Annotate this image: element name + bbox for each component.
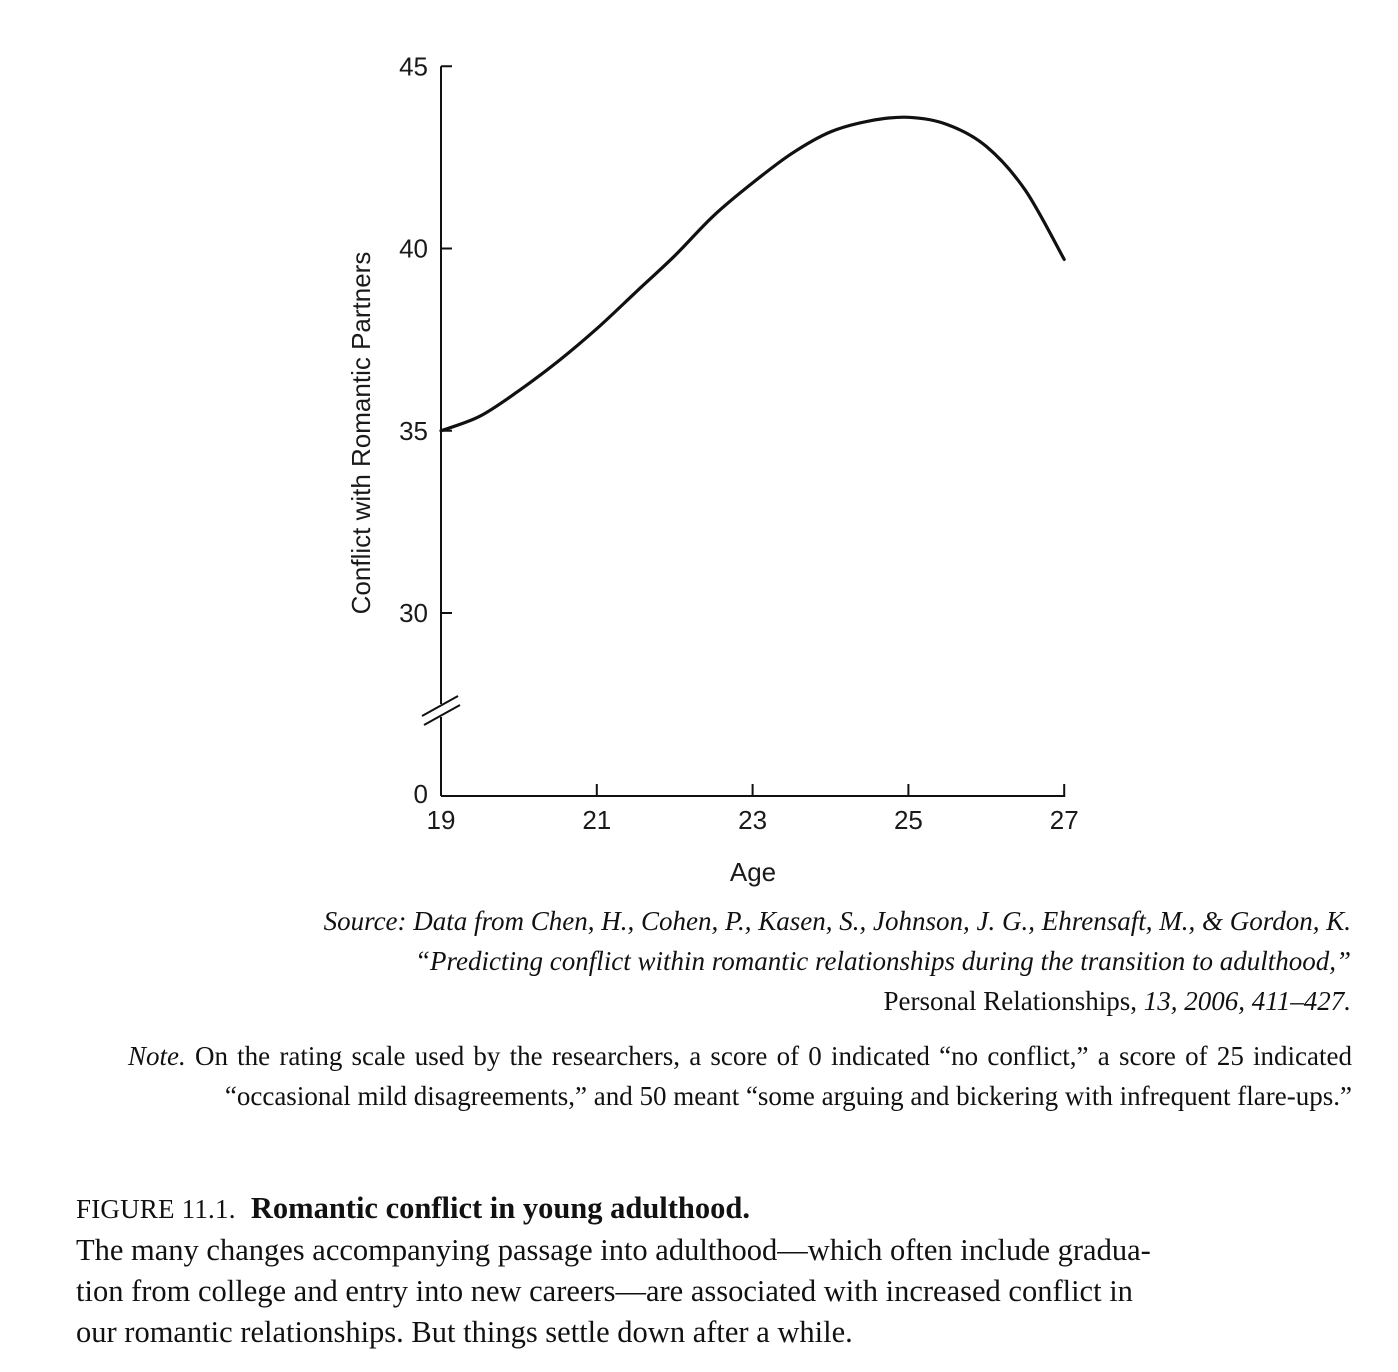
figure-caption: FIGURE 11.1. Romantic conflict in young … [76,1188,1338,1353]
source-line-1: Source: Data from Chen, H., Cohen, P., K… [323,906,1351,936]
note-text: On the rating scale used by the research… [185,1041,1352,1111]
x-tick-label: 23 [738,805,767,835]
y-axis: 0 30 35 40 45 [399,51,461,809]
source-line-3: Personal Relationships, 13, 2006, 411–42… [884,986,1351,1017]
x-axis: 19 21 23 25 27 [427,784,1079,835]
figure-title: Romantic conflict in young adulthood. [250,1191,750,1225]
y-tick-label: 40 [399,234,428,264]
series-group [439,115,1066,433]
x-axis-label: Age [730,857,776,887]
y-tick-label: 35 [399,416,428,446]
line-chart: 0 30 35 40 45 19 21 23 25 27 Conflict with Roman… [346,51,1079,887]
source-citation: 13, 2006, 411–427. [1137,986,1351,1016]
figure-number: FIGURE 11.1. [76,1194,236,1224]
y-tick-label: 0 [414,779,428,809]
y-axis-label: Conflict with Romantic Partners [346,252,376,615]
caption-line-3: our romantic relationships. But things s… [76,1315,853,1349]
note-label: Note. [128,1041,186,1071]
y-tick-label: 30 [399,598,428,628]
axis-break-mark [421,695,459,717]
source-journal: Personal Relationships, [883,986,1137,1016]
figure-note: Note. On the rating scale used by the re… [128,1036,1352,1116]
axis-break-mark [423,704,461,726]
x-tick-label: 25 [894,805,923,835]
caption-heading: FIGURE 11.1. Romantic conflict in young … [76,1188,1338,1230]
x-tick-label: 27 [1050,805,1079,835]
source-line-2: “Predicting conflict within romantic rel… [414,946,1351,976]
x-tick-label: 21 [582,805,611,835]
series-line [439,115,1066,433]
caption-line-1: The many changes accompanying passage in… [76,1233,1151,1267]
caption-line-2: tion from college and entry into new car… [76,1274,1133,1308]
x-tick-label: 19 [427,805,456,835]
y-tick-label: 45 [399,51,428,81]
